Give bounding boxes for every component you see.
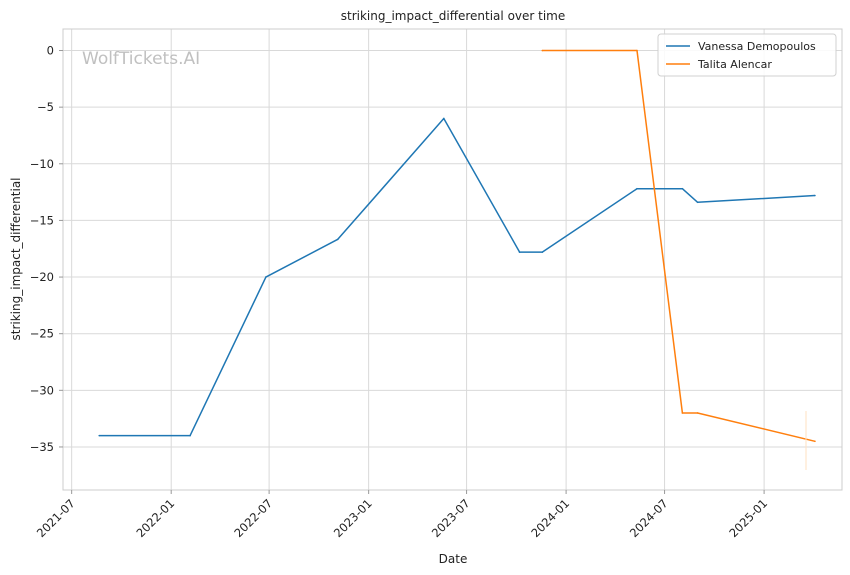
series-layer	[98, 49, 816, 443]
data-point	[696, 412, 699, 414]
y-tick-label: −35	[30, 440, 54, 454]
y-tick-label: 0	[47, 44, 54, 58]
data-point	[337, 238, 339, 241]
data-point	[636, 187, 638, 190]
series-line-1	[542, 49, 816, 443]
y-axis-ticks: 0 −5 −10 −15 −20 −25 −30 −35	[30, 44, 63, 454]
y-tick-label: −30	[30, 383, 54, 397]
data-point	[681, 187, 684, 190]
x-tick-label: 2022-01	[133, 496, 177, 540]
y-tick-label: −20	[30, 270, 54, 284]
y-tick-label: −15	[30, 213, 54, 227]
data-point	[265, 276, 267, 278]
data-point	[636, 49, 638, 52]
watermark: WolfTickets.AI	[82, 49, 200, 69]
data-point	[189, 434, 191, 437]
data-point	[443, 117, 445, 120]
legend: Vanessa Demopoulos Talita Alencar	[657, 33, 837, 77]
data-point	[814, 194, 816, 197]
plot-frame	[62, 28, 843, 491]
data-point	[696, 201, 699, 204]
legend-label-talita: Talita Alencar	[697, 58, 772, 71]
data-point	[98, 434, 101, 437]
legend-label-vanessa: Vanessa Demopoulos	[698, 40, 816, 53]
x-axis-label: Date	[439, 552, 468, 566]
x-tick-label: 2022-07	[231, 496, 275, 540]
data-point	[518, 251, 521, 253]
x-tick-label: 2024-01	[528, 496, 572, 540]
y-tick-label: −5	[37, 100, 54, 114]
y-tick-label: −25	[30, 327, 54, 341]
data-point	[681, 412, 684, 414]
x-tick-label: 2025-01	[726, 496, 770, 540]
data-point	[814, 440, 816, 443]
y-tick-label: −10	[30, 157, 54, 171]
x-tick-label: 2021-07	[34, 496, 78, 540]
x-tick-label: 2024-07	[627, 496, 671, 540]
grid	[63, 29, 842, 490]
legend-box	[657, 33, 837, 77]
data-point	[541, 251, 544, 253]
x-tick-label: 2023-07	[429, 496, 473, 540]
x-axis-ticks: 2021-07 2022-01 2022-07 2023-01 2023-07 2024-…	[34, 490, 770, 540]
chart-title: striking_impact_differential over time	[341, 9, 566, 23]
data-point	[541, 49, 544, 52]
x-tick-label: 2023-01	[331, 496, 375, 540]
y-axis-label: striking_impact_differential	[9, 177, 23, 340]
